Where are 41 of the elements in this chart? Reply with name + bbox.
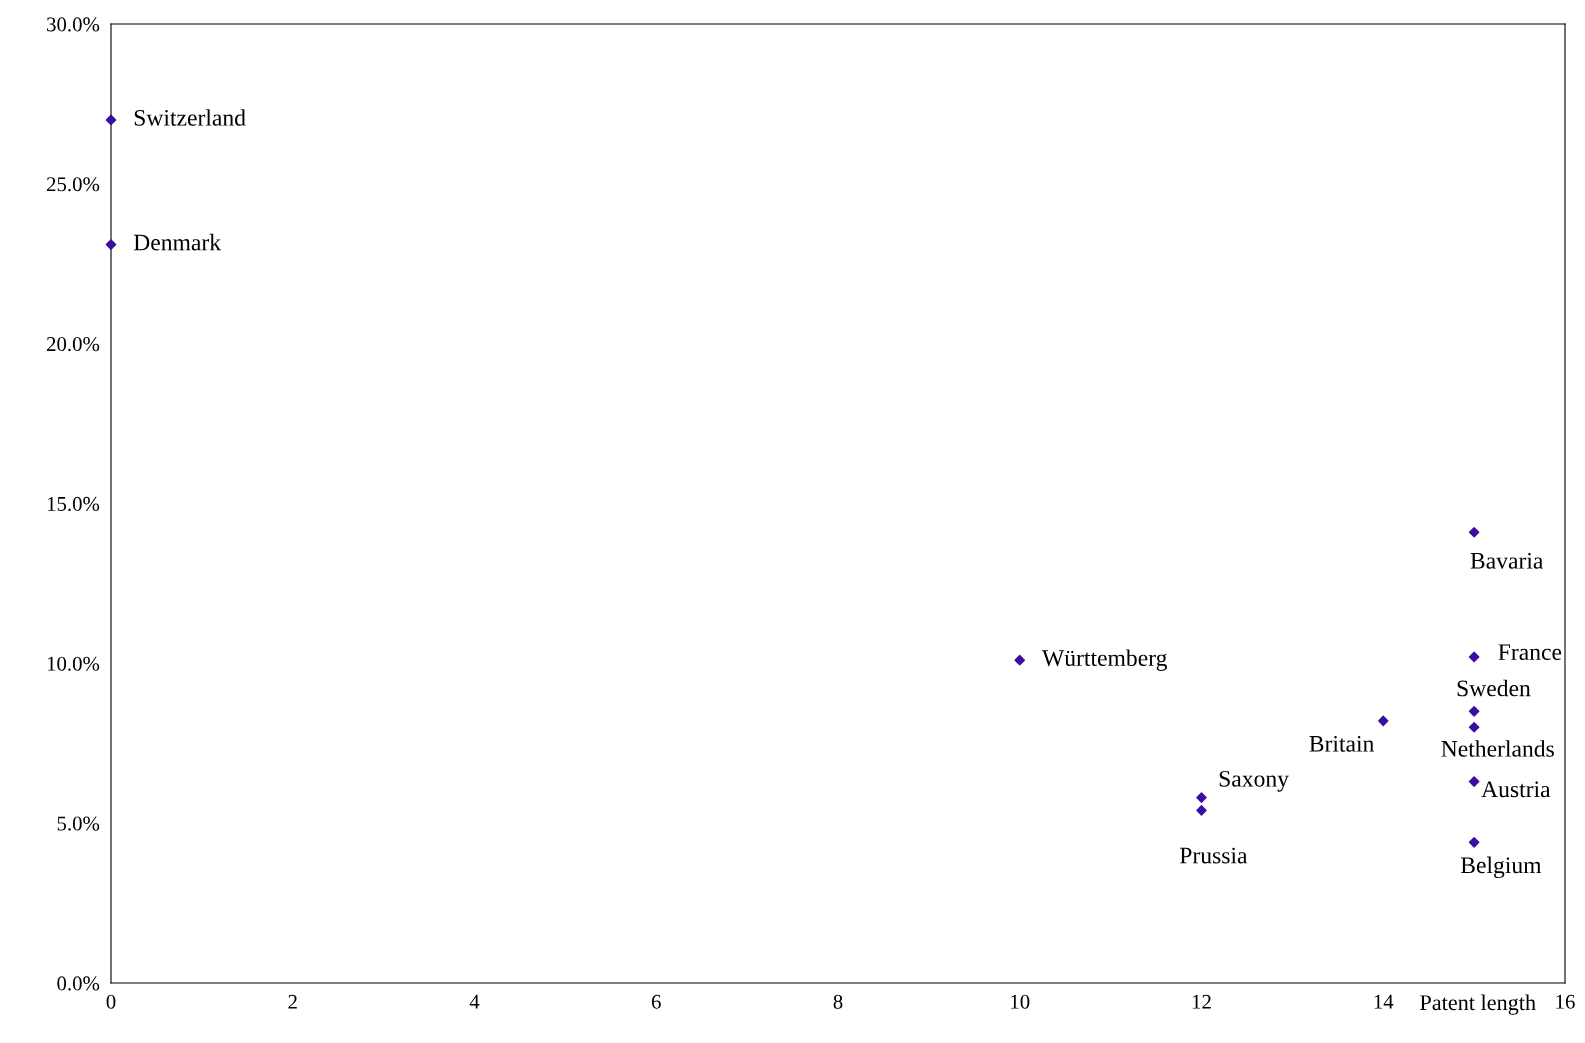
x-axis-title: Patent length [1420, 994, 1536, 1015]
y-tick-label: 20.0% [46, 337, 100, 352]
y-tick-label: 30.0% [47, 17, 100, 32]
x-tick-label: 0 [106, 994, 116, 1009]
x-tick-label: 16 [1556, 994, 1575, 1009]
annotation: Württemberg [1041, 649, 1167, 671]
annotation: Netherlands [1441, 740, 1554, 757]
x-tick-label: 10 [1011, 994, 1030, 1009]
y-tick-label: 25.0% [46, 177, 100, 192]
x-tick-label: 4 [469, 994, 480, 1009]
x-tick-label: 2 [288, 994, 297, 1009]
point [1468, 721, 1480, 733]
annotation: Denmark [133, 233, 222, 251]
annotation: Belgium [1460, 856, 1542, 879]
annotation: Prussia [1179, 847, 1248, 864]
x-tick-label: 14 [1374, 994, 1394, 1009]
point [105, 239, 117, 250]
y-tick-label: 10.0% [47, 656, 100, 671]
point [105, 114, 117, 126]
point [1014, 654, 1026, 666]
y-tick-label: 15.0% [47, 496, 100, 512]
point [1468, 526, 1480, 538]
point [1468, 776, 1480, 787]
point [1468, 705, 1480, 717]
point [1468, 651, 1480, 663]
x-tick-label: 12 [1192, 994, 1211, 1009]
annotation: France [1498, 644, 1562, 661]
x-tick-label: 6 [651, 994, 661, 1009]
point [1196, 792, 1207, 803]
annotation: Bavaria [1470, 552, 1544, 569]
y-tick-label: 5.0% [57, 816, 100, 831]
point [1468, 837, 1480, 848]
point [1377, 715, 1389, 727]
point [1196, 805, 1207, 816]
annotation: Austria [1481, 781, 1551, 798]
annotation: Sweden [1457, 679, 1531, 697]
annotation: Saxony [1219, 770, 1289, 792]
annotation: Switzerland [134, 109, 246, 126]
x-tick-label: 8 [833, 994, 843, 1009]
y-tick-label: 0.0% [57, 976, 100, 991]
annotation: Britain [1309, 735, 1375, 752]
